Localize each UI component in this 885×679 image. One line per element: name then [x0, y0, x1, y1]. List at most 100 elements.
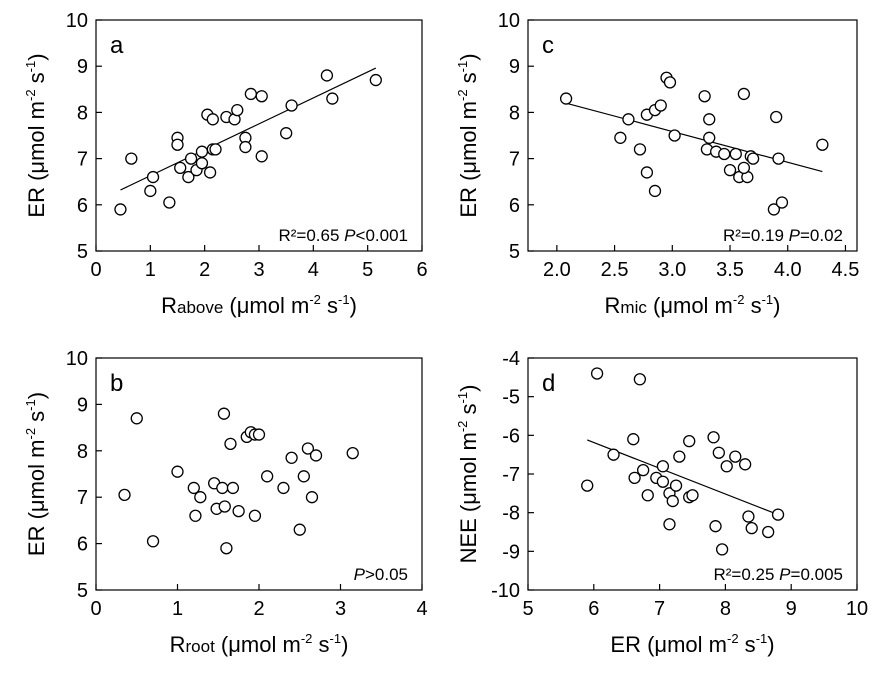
- data-point: [255, 150, 268, 163]
- stat-text: R²=0.65 P<0.001: [278, 226, 408, 245]
- data-point: [614, 131, 627, 144]
- data-point: [195, 145, 209, 158]
- data-point: [320, 69, 334, 82]
- data-point: [203, 166, 217, 179]
- data-point: [182, 170, 195, 184]
- data-point: [770, 110, 783, 124]
- data-point: [118, 488, 131, 502]
- data-point: [171, 138, 184, 151]
- x-axis-label: Rmic (μmol m-2 s-1): [605, 292, 781, 318]
- x-tick-label: 4: [416, 598, 427, 620]
- data-point: [767, 203, 781, 216]
- data-point: [301, 442, 315, 455]
- data-point: [216, 481, 229, 495]
- data-point: [326, 92, 339, 105]
- x-tick-label: 6: [416, 259, 427, 281]
- data-point: [771, 508, 785, 521]
- data-point: [720, 460, 733, 473]
- data-point: [189, 509, 202, 522]
- data-point: [738, 458, 752, 471]
- x-axis-label: Rroot (μmol m-2 s-1): [170, 631, 349, 657]
- y-tick-label: 7: [77, 149, 88, 171]
- y-tick-label: -6: [502, 425, 520, 447]
- y-axis-label: ER (μmol m-2 s-1): [455, 53, 481, 217]
- x-tick-label: 3: [335, 598, 346, 620]
- r-squared: R²=0.25: [713, 565, 774, 584]
- data-point: [641, 489, 654, 502]
- x-axis-label: ER (μmol m-2 s-1): [610, 631, 774, 657]
- data-point: [698, 90, 711, 103]
- data-point: [146, 170, 160, 184]
- x-tick-label: 0: [90, 259, 101, 281]
- plot-frame: [95, 357, 423, 591]
- p-value: <0.001: [356, 226, 408, 245]
- y-tick-label: 5: [77, 580, 88, 602]
- data-point: [633, 143, 647, 156]
- r-squared: R²=0.19: [723, 226, 784, 245]
- y-axis-label: NEE (μmol m-2 s-1): [455, 385, 481, 564]
- data-point: [633, 373, 647, 386]
- data-point: [239, 140, 252, 154]
- p-symbol: P: [789, 226, 801, 245]
- data-point: [718, 147, 731, 161]
- data-point: [622, 113, 635, 126]
- data-point: [746, 152, 760, 165]
- stat-text: R²=0.25 P=0.005: [713, 565, 843, 584]
- data-point: [637, 463, 650, 477]
- data-point: [184, 152, 198, 165]
- data-point: [707, 431, 720, 444]
- data-point: [737, 87, 751, 101]
- data-point: [277, 481, 290, 495]
- x-tick-label: 4.0: [774, 259, 802, 281]
- y-tick-label: 9: [77, 394, 88, 416]
- stat-text: R²=0.19 P=0.02: [723, 226, 843, 245]
- y-axis-label: ER (μmol m-2 s-1): [23, 53, 49, 217]
- plot-frame: [527, 19, 858, 252]
- data-point: [285, 99, 298, 112]
- panel-b: 0 1 2 3 4 5 6 7 8 9 10 b P>0.05 Rroot (μmol m-2 s-1) E…: [23, 348, 428, 657]
- data-point: [171, 465, 184, 478]
- y-tick-label: 9: [77, 56, 88, 78]
- data-point: [668, 129, 681, 142]
- y-tick-label: -4: [502, 348, 520, 370]
- data-point: [232, 504, 245, 518]
- panel-a: 0 1 2 3 4 5 6 5 6 7 8 9 10 a R²=0.65 P<0.001 Rabove (μm…: [23, 10, 428, 318]
- y-tick-label: -9: [502, 541, 520, 563]
- data-point: [285, 451, 298, 464]
- x-tick-label: 3: [253, 259, 264, 281]
- data-point: [217, 407, 231, 420]
- p-value: =0.005: [791, 565, 843, 584]
- x-tick-label: 1: [172, 598, 183, 620]
- data-point: [114, 203, 127, 216]
- data-point: [309, 449, 323, 462]
- data-point: [627, 433, 640, 446]
- data-point: [703, 131, 716, 144]
- data-point: [163, 196, 176, 209]
- x-tick-label: 7: [654, 598, 665, 620]
- data-point: [187, 481, 200, 495]
- panel-c: 2.0 2.5 3.0 3.5 4.0 4.5 5 6 7 8 9 10 c R²=0.19 P=0.02…: [455, 10, 859, 318]
- data-point: [130, 412, 143, 425]
- y-tick-label: 8: [77, 102, 88, 124]
- data-point: [656, 460, 670, 473]
- data-point: [255, 90, 268, 103]
- y-tick-label: 10: [498, 10, 520, 32]
- plot-frame: [95, 19, 423, 252]
- y-axis-label: ER (μmol m-2 s-1): [23, 392, 49, 556]
- x-tick-label: 9: [786, 598, 797, 620]
- data-point: [260, 470, 274, 483]
- data-point: [669, 479, 683, 492]
- y-tick-label: 8: [77, 441, 88, 463]
- trendline: [120, 67, 377, 191]
- p-symbol: P: [344, 226, 356, 245]
- panel-letter: c: [542, 32, 554, 59]
- data-point: [174, 161, 187, 174]
- data-point: [607, 448, 620, 461]
- data-point: [218, 500, 231, 513]
- y-tick-label: 6: [509, 195, 520, 217]
- data-point: [686, 489, 699, 502]
- y-tick-label: -10: [491, 580, 520, 602]
- x-tick-label: 2.0: [543, 259, 571, 281]
- data-point: [709, 520, 722, 533]
